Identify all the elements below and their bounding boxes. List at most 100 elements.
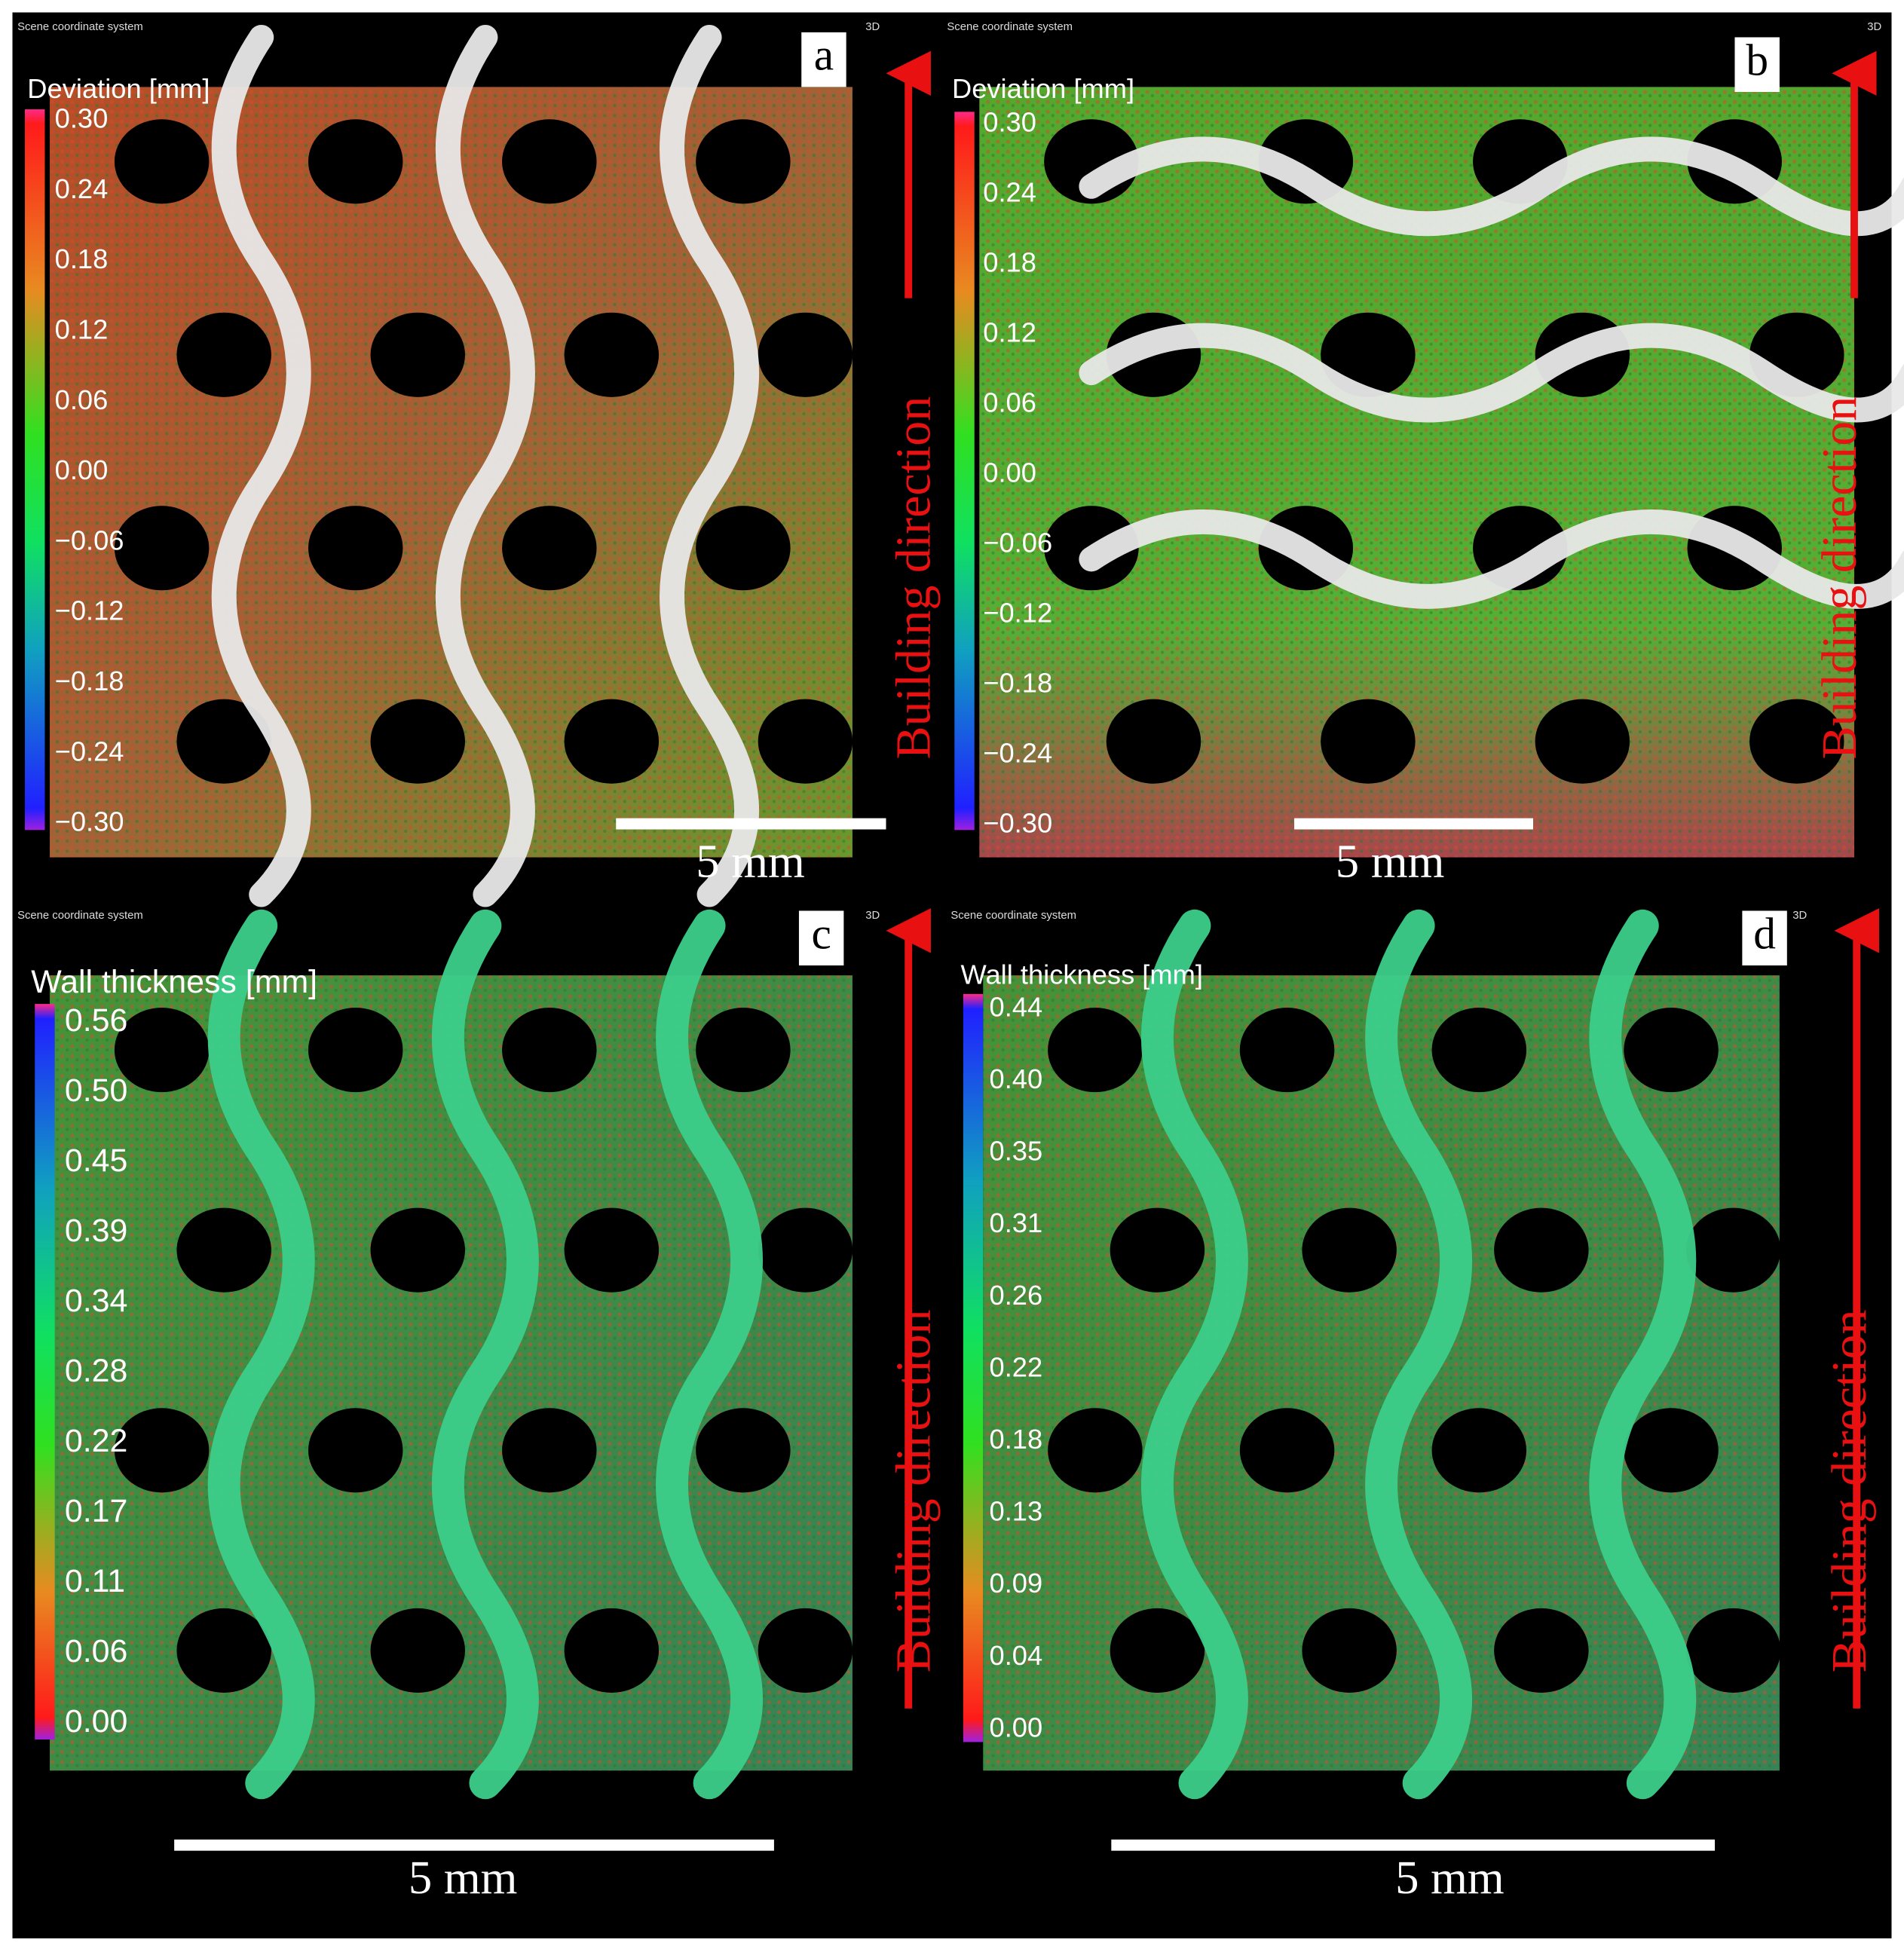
- pore: [176, 1207, 271, 1293]
- direction-label: Building direction: [1822, 1310, 1877, 1673]
- viewport-header: Scene coordinate system: [17, 910, 143, 922]
- legend-tick-label: 0.00: [983, 457, 1036, 488]
- strut-wall: [660, 24, 760, 907]
- legend-tick-label: −0.06: [55, 525, 124, 555]
- legend-title: Wall thickness [mm]: [961, 959, 1203, 990]
- pore: [1431, 1008, 1527, 1093]
- pore: [308, 1008, 403, 1093]
- strut-wall: [207, 909, 315, 1800]
- pore: [308, 1408, 403, 1493]
- color-bar: [25, 109, 45, 831]
- viewport-tag: 3D: [865, 21, 880, 33]
- pore: [1302, 1608, 1397, 1693]
- pore: [1685, 1608, 1781, 1693]
- viewport-tag: 3D: [1792, 910, 1807, 922]
- strut-wall: [432, 909, 539, 1800]
- panel: [50, 909, 853, 1800]
- pore: [1110, 1207, 1205, 1293]
- legend-tick-label: 0.56: [65, 1002, 128, 1039]
- pore: [1624, 1408, 1719, 1493]
- viewport-tag: 3D: [865, 910, 880, 922]
- color-bar: [35, 1004, 55, 1740]
- strut-wall: [1079, 509, 1904, 609]
- legend-tick-label: 0.12: [55, 314, 109, 344]
- viewport-tag: 3D: [1867, 21, 1881, 33]
- pore: [1535, 699, 1630, 784]
- legend-tick-label: 0.30: [55, 103, 109, 134]
- legend-tick-label: −0.12: [55, 595, 124, 626]
- direction-label: Building direction: [886, 1310, 941, 1673]
- pore: [308, 506, 403, 591]
- pore: [370, 1608, 465, 1693]
- legend-tick-label: 0.24: [55, 173, 109, 204]
- legend-tick-label: 0.00: [990, 1712, 1043, 1743]
- legend-tick-label: 0.30: [983, 106, 1036, 137]
- pore: [1302, 1207, 1397, 1293]
- legend-title: Deviation [mm]: [27, 73, 210, 104]
- pore: [1239, 1408, 1335, 1493]
- legend-tick-label: 0.13: [990, 1496, 1043, 1527]
- legend-tick-label: −0.30: [55, 806, 124, 837]
- legend-tick-label: −0.06: [983, 527, 1052, 558]
- viewport-header: Scene coordinate system: [950, 910, 1076, 922]
- pore: [502, 1008, 597, 1093]
- legend-tick-label: 0.18: [990, 1424, 1043, 1455]
- scale-bar-label: 5 mm: [409, 1851, 518, 1904]
- pore: [1048, 1008, 1143, 1093]
- legend-tick-label: 0.11: [65, 1563, 125, 1599]
- legend-tick-label: 0.50: [65, 1072, 128, 1109]
- pore: [758, 1608, 853, 1693]
- legend-tick-label: 0.44: [990, 991, 1043, 1022]
- pore: [308, 119, 403, 204]
- viewport-header: Scene coordinate system: [947, 21, 1073, 33]
- pore: [370, 312, 465, 397]
- legend-tick-label: 0.31: [990, 1207, 1043, 1238]
- legend-tick-label: 0.18: [983, 246, 1036, 277]
- legend-tick-label: −0.18: [983, 667, 1052, 698]
- legend-tick-label: 0.40: [990, 1063, 1043, 1094]
- legend-tick-label: −0.18: [55, 665, 124, 696]
- pore: [696, 506, 791, 591]
- pore: [1106, 699, 1201, 784]
- scale-bar-label: 5 mm: [1395, 1851, 1505, 1904]
- pore: [1321, 699, 1416, 784]
- panel: [979, 87, 1904, 858]
- legend-tick-label: 0.06: [65, 1633, 128, 1669]
- legend-tick-label: 0.06: [983, 387, 1036, 418]
- legend-tick-label: −0.24: [55, 736, 124, 766]
- strut-wall: [1141, 909, 1248, 1800]
- legend-title: Wall thickness [mm]: [31, 964, 317, 1000]
- legend-tick-label: −0.12: [983, 597, 1052, 628]
- legend-title: Deviation [mm]: [952, 73, 1134, 104]
- legend-tick-label: 0.12: [983, 317, 1036, 347]
- legend-tick-label: 0.39: [65, 1213, 128, 1249]
- pore: [1494, 1608, 1589, 1693]
- pore: [1239, 1008, 1335, 1093]
- direction-label: Building direction: [1812, 396, 1867, 760]
- pore: [114, 119, 210, 204]
- strut-wall: [1079, 323, 1904, 423]
- scale-bar-label: 5 mm: [696, 835, 805, 888]
- color-bar: [963, 993, 984, 1742]
- pore: [696, 1408, 791, 1493]
- legend-tick-label: 0.00: [55, 454, 109, 485]
- legend-tick-label: −0.24: [983, 737, 1052, 768]
- panel: [983, 909, 1781, 1800]
- pore: [564, 1608, 660, 1693]
- panel-label: d: [1753, 908, 1776, 958]
- pore: [564, 1207, 660, 1293]
- legend-tick-label: 0.22: [990, 1351, 1043, 1382]
- legend-tick-label: 0.17: [65, 1493, 128, 1529]
- panel-label: b: [1746, 35, 1768, 84]
- panel-label: a: [814, 30, 834, 80]
- legend-tick-label: 0.04: [990, 1640, 1043, 1671]
- panel: [50, 24, 853, 907]
- legend-tick-label: 0.22: [65, 1423, 128, 1459]
- legend-tick-label: 0.45: [65, 1143, 128, 1179]
- pore: [114, 1008, 210, 1093]
- legend-tick-label: 0.06: [55, 384, 109, 415]
- panel-label-box: [798, 910, 844, 965]
- strut-wall: [1365, 909, 1473, 1800]
- scale-bar-label: 5 mm: [1336, 835, 1445, 888]
